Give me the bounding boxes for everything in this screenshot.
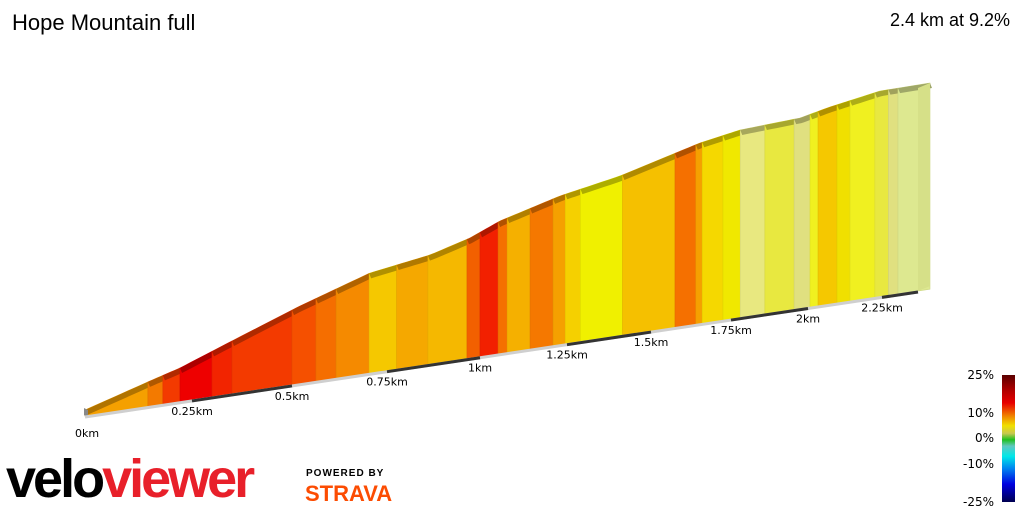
page-title: Hope Mountain full bbox=[12, 10, 196, 35]
profile-end-face bbox=[918, 83, 930, 291]
veloviewer-logo[interactable]: veloviewer bbox=[6, 449, 255, 509]
segment-top-face bbox=[898, 83, 932, 94]
x-tick-label: 0km bbox=[75, 427, 99, 440]
segment-top-face bbox=[232, 310, 294, 346]
x-tick-label: 1.5km bbox=[634, 336, 669, 349]
distance-axis-band bbox=[730, 307, 809, 322]
gradient-segment bbox=[701, 135, 724, 324]
elevation-profile-chart: 0km 0.25km 0.5km 0.75km 1km 1.25km 1.5km 1.75km… bbox=[75, 82, 932, 440]
segment-top-face bbox=[702, 135, 725, 148]
gradient-segment bbox=[466, 231, 481, 360]
segment-top-face bbox=[396, 255, 430, 270]
segment-top-face bbox=[818, 104, 840, 117]
segment-top-face bbox=[565, 189, 583, 200]
segment-top-face bbox=[85, 381, 150, 415]
segment-top-face bbox=[162, 367, 183, 381]
x-tick-label: 2.25km bbox=[861, 301, 903, 314]
gradient-segment bbox=[622, 152, 676, 336]
gradient-segment bbox=[564, 188, 581, 345]
legend-label: 25% bbox=[967, 368, 994, 382]
x-tick-label: 1.25km bbox=[546, 349, 588, 362]
x-tick-label: 0.5km bbox=[275, 390, 310, 403]
segment-top-face bbox=[580, 174, 625, 195]
gradient-segment bbox=[529, 198, 554, 350]
x-tick-label: 0.25km bbox=[171, 405, 213, 418]
segment-top-face bbox=[810, 111, 821, 120]
gradient-segment bbox=[231, 309, 293, 395]
gradient-segment bbox=[849, 92, 876, 302]
segment-top-face bbox=[888, 88, 900, 95]
distance-axis-band bbox=[566, 330, 652, 347]
segment-top-face bbox=[466, 232, 482, 245]
segment-top-face bbox=[369, 264, 399, 279]
x-tick-label: 1km bbox=[468, 362, 492, 375]
segment-top-face bbox=[212, 340, 234, 357]
segment-top-face bbox=[874, 89, 891, 98]
gradient-legend-bar bbox=[1002, 375, 1015, 502]
gradient-segment bbox=[368, 264, 397, 374]
gradient-segment bbox=[674, 144, 697, 328]
gradient-segment bbox=[739, 124, 766, 319]
gradient-segment bbox=[764, 118, 795, 315]
segment-top-face bbox=[498, 218, 510, 228]
gradient-segment bbox=[396, 255, 429, 370]
strava-logo[interactable]: STRAVA bbox=[305, 481, 393, 506]
legend-label: -25% bbox=[962, 495, 994, 509]
gradient-segment bbox=[695, 141, 703, 325]
segment-top-face bbox=[794, 114, 813, 125]
segment-top-face bbox=[764, 119, 797, 131]
segment-top-face bbox=[740, 125, 767, 135]
gradient-segment bbox=[793, 113, 811, 310]
legend-label: -10% bbox=[962, 457, 994, 471]
segment-top-face bbox=[837, 100, 853, 110]
segment-top-face bbox=[180, 351, 214, 373]
segment-top-face bbox=[336, 273, 372, 294]
distance-axis-band bbox=[191, 384, 293, 403]
segment-top-face bbox=[292, 298, 318, 316]
distance-axis-band bbox=[881, 290, 919, 299]
climb-summary: 2.4 km at 9.2% bbox=[889, 10, 1010, 30]
gradient-segment bbox=[817, 104, 838, 307]
gradient-segment bbox=[580, 174, 623, 343]
x-tick-label: 0.75km bbox=[366, 376, 408, 389]
segment-top-face bbox=[507, 208, 533, 224]
legend-label: 0% bbox=[974, 431, 994, 445]
gradient-segment bbox=[809, 110, 819, 308]
segment-top-face bbox=[147, 375, 165, 387]
segment-top-face bbox=[315, 288, 339, 304]
gradient-segment bbox=[722, 129, 741, 321]
gradient-segment bbox=[836, 100, 851, 304]
gradient-segment bbox=[888, 87, 899, 296]
gradient-segment bbox=[874, 89, 889, 298]
gradient-segment bbox=[497, 217, 508, 355]
segment-top-face bbox=[530, 198, 556, 214]
x-tick-label: 2km bbox=[796, 313, 820, 326]
distance-axis-band bbox=[386, 356, 481, 374]
segment-top-face bbox=[553, 194, 568, 204]
x-tick-label: 1.75km bbox=[710, 324, 752, 337]
segment-top-face bbox=[480, 222, 501, 238]
powered-by-label: POWERED BY bbox=[306, 468, 385, 479]
segment-top-face bbox=[723, 129, 743, 141]
segment-top-face bbox=[675, 144, 698, 159]
legend-label: 10% bbox=[967, 406, 994, 420]
segment-top-face bbox=[850, 92, 877, 106]
gradient-segment bbox=[552, 193, 566, 347]
gradient-segment bbox=[506, 208, 531, 354]
segment-top-face bbox=[622, 153, 677, 180]
segment-top-face bbox=[427, 239, 469, 261]
gradient-segment bbox=[479, 221, 499, 358]
